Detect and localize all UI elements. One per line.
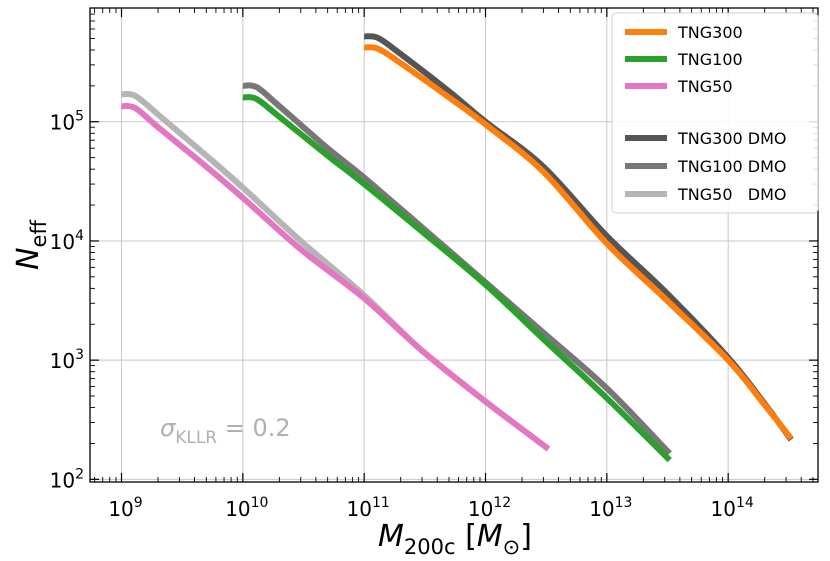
- y-tick-label: 102: [50, 466, 84, 492]
- legend-label-tng100: TNG100: [677, 50, 743, 69]
- sigma-annotation: σKLLR = 0.2: [160, 414, 291, 448]
- y-tick-label: 104: [50, 228, 84, 254]
- x-tick-labels: 109 1010 1011 1012 1013 1014: [108, 495, 754, 521]
- legend-label-tng300-dmo: TNG300 DMO: [677, 129, 786, 148]
- plot-frame: [89, 7, 819, 483]
- y-tick-label: 103: [50, 347, 84, 373]
- x-tick-label: 109: [108, 495, 142, 521]
- x-tick-label: 1012: [468, 495, 511, 521]
- major-ticks: [90, 8, 818, 482]
- x-axis-title: M200c [M⊙]: [378, 519, 532, 559]
- legend-label-tng50-dmo: TNG50 DMO: [677, 185, 786, 204]
- x-tick-label: 1014: [711, 495, 754, 521]
- series-line-tng300: [363, 44, 794, 441]
- legend-box: [611, 12, 819, 214]
- x-tick-label: 1010: [225, 495, 268, 521]
- series-lines: [121, 33, 794, 463]
- y-tick-labels: 102 103 104 105: [50, 109, 84, 493]
- x-tick-label: 1011: [347, 495, 390, 521]
- legend-label-tng50: TNG50: [677, 77, 733, 96]
- legend-label-tng100-dmo: TNG100 DMO: [677, 157, 786, 176]
- y-tick-label: 105: [50, 109, 84, 135]
- legend-label-tng300: TNG300: [677, 23, 743, 42]
- minor-ticks: [90, 7, 818, 482]
- y-axis-title: Neff: [11, 220, 51, 270]
- series-line-tng100-dmo: [242, 82, 672, 456]
- legend: TNG300 TNG100 TNG50 TNG300 DMO TNG100 DM…: [611, 12, 819, 214]
- series-line-tng50: [121, 103, 551, 452]
- x-tick-label: 1013: [589, 495, 632, 521]
- series-line-tng100: [242, 94, 672, 463]
